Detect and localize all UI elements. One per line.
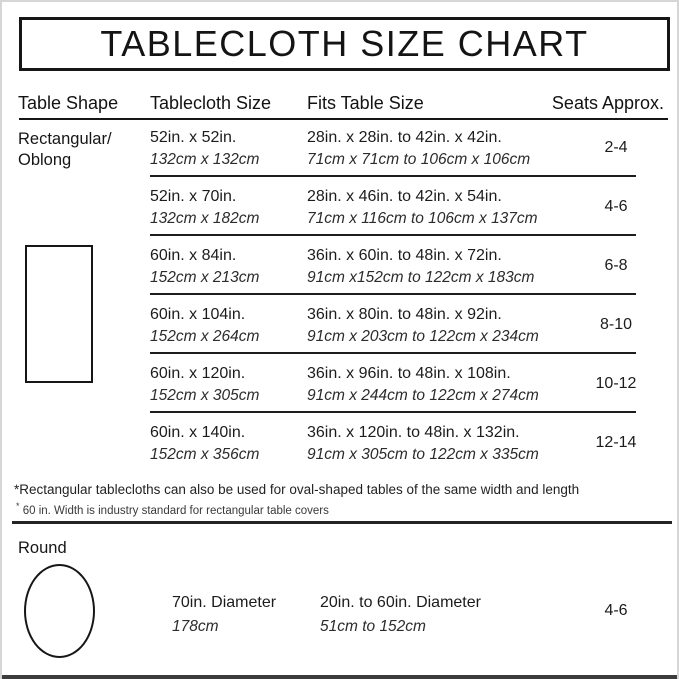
col-header-table-shape: Table Shape xyxy=(18,93,119,113)
col-header-tablecloth-size: Tablecloth Size xyxy=(150,93,272,113)
section-divider xyxy=(12,521,672,524)
size-cm: 132cm x 132cm xyxy=(150,151,260,168)
row-separator xyxy=(150,293,636,295)
fits-cm: 71cm x 116cm to 106cm x 137cm xyxy=(307,210,538,227)
title-box: TABLECLOTH SIZE CHART xyxy=(19,17,670,71)
size-inches: 52in. x 52in. xyxy=(150,129,237,146)
size-inches: 52in. x 70in. xyxy=(150,188,237,205)
shape-label-line2: Oblong xyxy=(18,151,72,169)
round-fits-inches: 20in. to 60in. Diameter xyxy=(320,594,481,611)
row-separator xyxy=(150,234,636,236)
shape-label-rectangular: Rectangular/ Oblong xyxy=(18,129,112,171)
size-inches: 60in. x 84in. xyxy=(150,247,237,264)
fits-cm: 91cm x152cm to 122cm x 183cm xyxy=(307,269,535,286)
size-cm: 152cm x 213cm xyxy=(150,269,260,286)
size-cm: 152cm x 264cm xyxy=(150,328,260,345)
col-header-seats-approx: Seats Approx. xyxy=(551,93,664,113)
fits-inches: 36in. x 60in. to 48in. x 72in. xyxy=(307,247,502,264)
seats-value: 4-6 xyxy=(604,198,628,215)
seats-value: 6-8 xyxy=(604,257,628,274)
footnote-asterisk: * xyxy=(16,501,20,511)
fits-cm: 91cm x 203cm to 122cm x 234cm xyxy=(307,328,539,345)
seats-value: 12-14 xyxy=(595,434,637,451)
footnote-width-standard: * 60 in. Width is industry standard for … xyxy=(16,501,329,517)
size-inches: 60in. x 120in. xyxy=(150,365,246,382)
round-seats-value: 4-6 xyxy=(604,602,628,619)
shape-label-line1: Rectangular/ xyxy=(18,130,112,148)
footnote-oval-note: *Rectangular tablecloths can also be use… xyxy=(14,482,580,497)
round-fits-cm: 51cm to 152cm xyxy=(320,618,426,635)
table-row: 60in. x 84in. 152cm x 213cm 36in. x 60in… xyxy=(2,242,677,301)
fits-inches: 36in. x 120in. to 48in. x 132in. xyxy=(307,424,520,441)
rectangle-shape xyxy=(25,245,93,383)
fits-inches: 28in. x 28in. to 42in. x 42in. xyxy=(307,129,502,146)
table-row: 60in. x 104in. 152cm x 264cm 36in. x 80i… xyxy=(2,301,677,360)
seats-value: 10-12 xyxy=(595,375,637,392)
footnote-text: 60 in. Width is industry standard for re… xyxy=(19,504,329,517)
fits-inches: 36in. x 96in. to 48in. x 108in. xyxy=(307,365,511,382)
fits-cm: 71cm x 71cm to 106cm x 106cm xyxy=(307,151,531,168)
row-separator xyxy=(150,352,636,354)
header-rule xyxy=(19,118,668,120)
seats-value: 8-10 xyxy=(599,316,633,333)
row-separator xyxy=(150,411,636,413)
table-row: 60in. x 140in. 152cm x 356cm 36in. x 120… xyxy=(2,419,677,478)
circle-shape xyxy=(24,564,95,658)
fits-cm: 91cm x 244cm to 122cm x 274cm xyxy=(307,387,539,404)
size-inches: 60in. x 140in. xyxy=(150,424,246,441)
page-title: TABLECLOTH SIZE CHART xyxy=(100,23,589,64)
row-separator xyxy=(150,175,636,177)
size-inches: 60in. x 104in. xyxy=(150,306,246,323)
fits-cm: 91cm x 305cm to 122cm x 335cm xyxy=(307,446,539,463)
bottom-bar xyxy=(2,675,677,679)
round-section-label: Round xyxy=(18,539,67,557)
col-header-fits-table-size: Fits Table Size xyxy=(307,93,424,113)
table-row: 60in. x 120in. 152cm x 305cm 36in. x 96i… xyxy=(2,360,677,419)
table-row: 52in. x 70in. 132cm x 182cm 28in. x 46in… xyxy=(2,183,677,242)
fits-inches: 28in. x 46in. to 42in. x 54in. xyxy=(307,188,502,205)
seats-value: 2-4 xyxy=(604,139,628,156)
size-cm: 152cm x 356cm xyxy=(150,446,260,463)
size-cm: 132cm x 182cm xyxy=(150,210,260,227)
size-cm: 152cm x 305cm xyxy=(150,387,260,404)
round-size-inches: 70in. Diameter xyxy=(172,594,277,611)
round-size-cm: 178cm xyxy=(172,618,219,635)
table-row: 52in. x 52in. 132cm x 132cm 28in. x 28in… xyxy=(2,124,677,183)
fits-inches: 36in. x 80in. to 48in. x 92in. xyxy=(307,306,502,323)
